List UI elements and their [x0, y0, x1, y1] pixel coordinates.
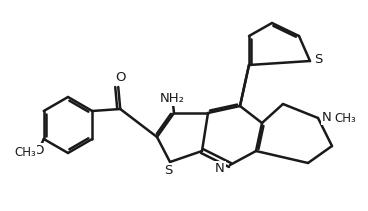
Text: S: S [164, 165, 172, 177]
Text: N: N [215, 162, 225, 176]
Text: CH₃: CH₃ [14, 146, 36, 158]
Text: O: O [33, 145, 44, 157]
Text: S: S [314, 53, 322, 65]
Text: N: N [322, 111, 332, 123]
Text: NH₂: NH₂ [159, 92, 184, 104]
Text: CH₃: CH₃ [334, 111, 356, 124]
Text: O: O [115, 70, 125, 84]
